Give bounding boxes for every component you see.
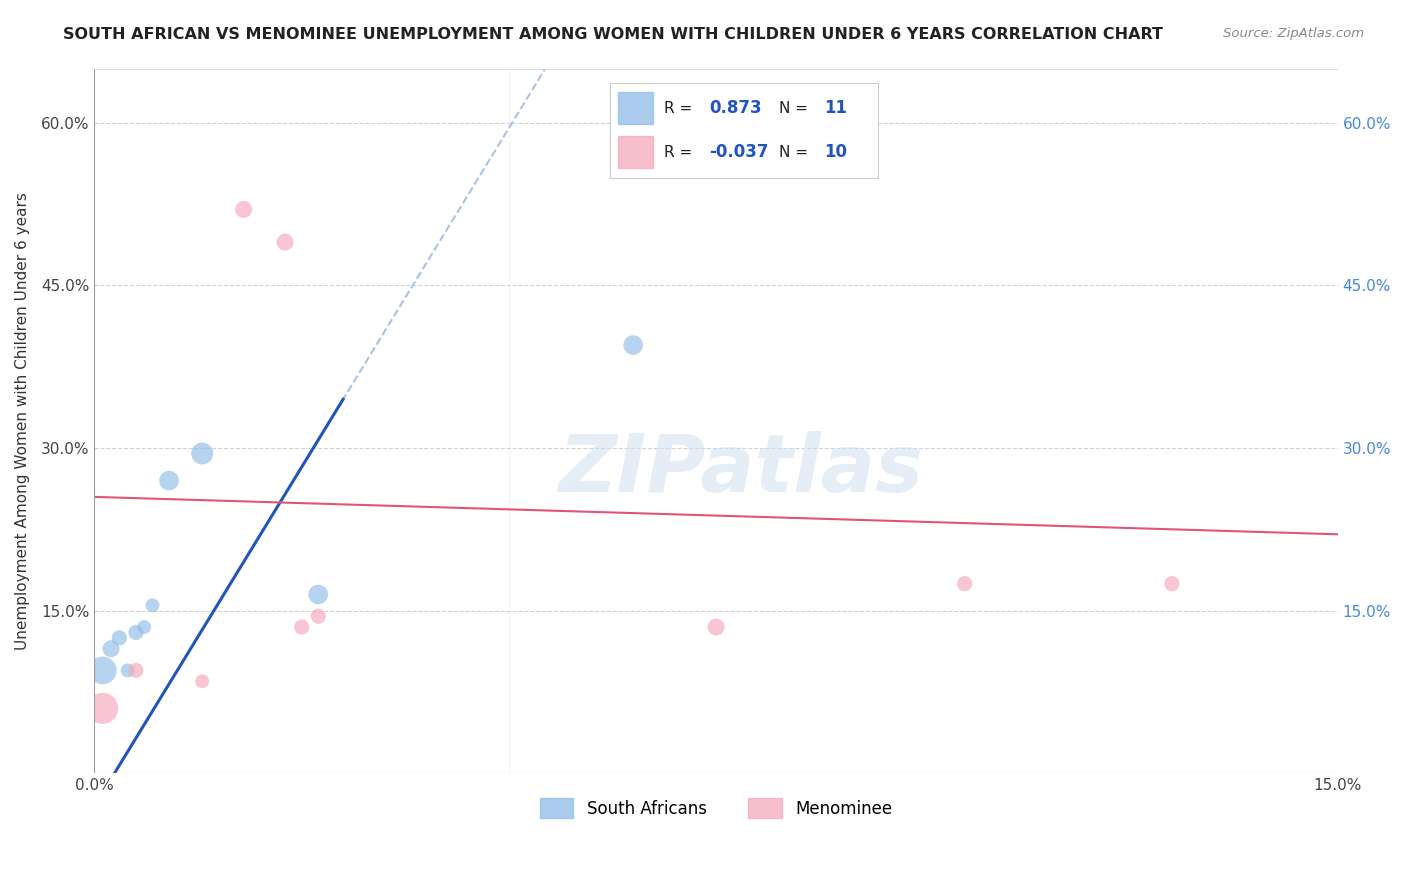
- Point: [141, 599, 163, 613]
- Y-axis label: Unemployment Among Women with Children Under 6 years: Unemployment Among Women with Children U…: [15, 192, 30, 650]
- Point: [307, 609, 329, 624]
- Legend: South Africans, Menominee: South Africans, Menominee: [533, 791, 898, 825]
- Text: Source: ZipAtlas.com: Source: ZipAtlas.com: [1223, 27, 1364, 40]
- Point: [134, 620, 156, 634]
- Point: [291, 620, 314, 634]
- Text: SOUTH AFRICAN VS MENOMINEE UNEMPLOYMENT AMONG WOMEN WITH CHILDREN UNDER 6 YEARS : SOUTH AFRICAN VS MENOMINEE UNEMPLOYMENT …: [63, 27, 1163, 42]
- Point: [125, 664, 148, 678]
- Point: [91, 701, 114, 715]
- Point: [191, 674, 214, 689]
- Point: [953, 576, 976, 591]
- Point: [91, 664, 114, 678]
- Point: [621, 338, 644, 352]
- Point: [100, 641, 122, 656]
- Point: [274, 235, 297, 249]
- Point: [704, 620, 727, 634]
- Point: [232, 202, 254, 217]
- Point: [108, 631, 131, 645]
- Point: [117, 664, 139, 678]
- Point: [191, 446, 214, 460]
- Point: [125, 625, 148, 640]
- Point: [1160, 576, 1182, 591]
- Point: [157, 474, 180, 488]
- Point: [307, 587, 329, 601]
- Text: ZIPatlas: ZIPatlas: [558, 432, 924, 509]
